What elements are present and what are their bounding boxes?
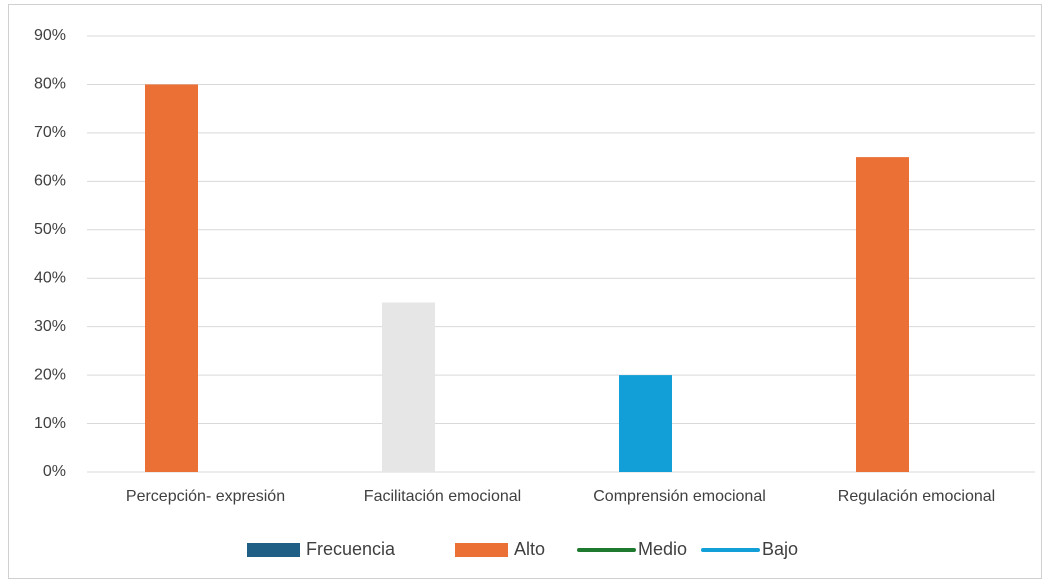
legend-label: Frecuencia	[306, 539, 396, 559]
bar	[856, 157, 909, 472]
y-tick-label: 90%	[34, 27, 66, 44]
x-tick-label: Comprensión emocional	[593, 488, 766, 505]
legend-label: Bajo	[762, 539, 798, 559]
y-tick-label: 30%	[34, 318, 66, 335]
y-tick-label: 70%	[34, 124, 66, 141]
legend-label: Alto	[514, 539, 545, 559]
x-tick-label: Regulación emocional	[838, 488, 995, 505]
y-tick-label: 40%	[34, 269, 66, 286]
bar	[382, 302, 435, 472]
y-tick-label: 80%	[34, 76, 66, 93]
bar	[619, 375, 672, 472]
x-tick-label: Facilitación emocional	[364, 488, 521, 505]
legend-swatch	[247, 543, 300, 557]
y-tick-label: 10%	[34, 415, 66, 432]
bar	[145, 84, 198, 472]
y-tick-label: 60%	[34, 173, 66, 190]
legend-label: Medio	[638, 539, 687, 559]
x-tick-label: Percepción- expresión	[126, 488, 285, 505]
y-tick-label: 0%	[43, 463, 66, 480]
y-tick-label: 50%	[34, 221, 66, 238]
y-tick-label: 20%	[34, 366, 66, 383]
legend-swatch	[455, 543, 508, 557]
